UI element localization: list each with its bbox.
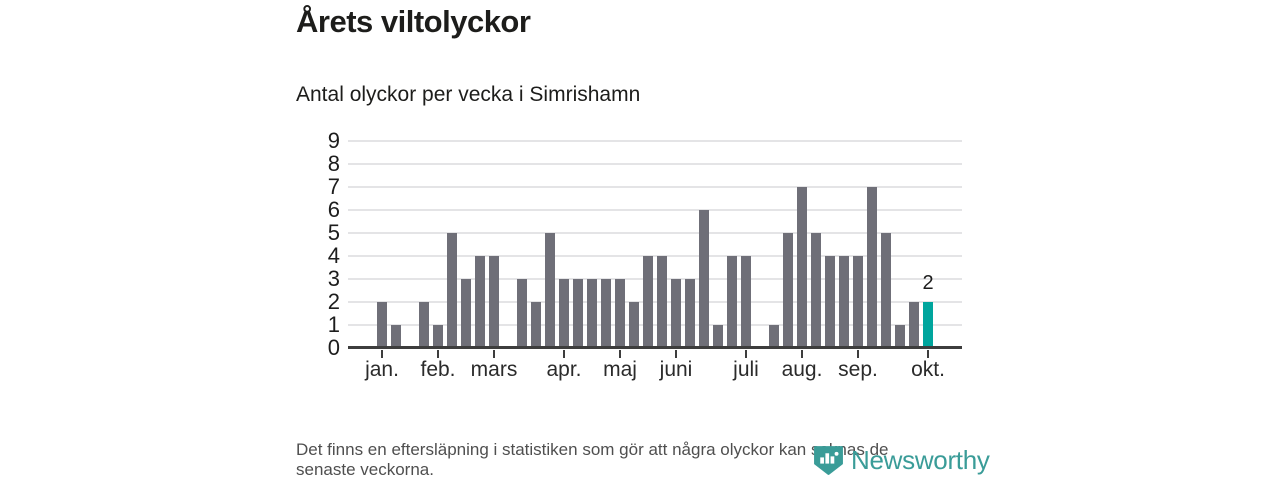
bar-week-4 [419,302,429,348]
gridline [348,209,962,211]
gridline [348,186,962,188]
bar-week-13 [545,233,555,348]
newsworthy-logo: Newsworthy [812,444,990,477]
chart-title: Årets viltolyckor [296,4,531,39]
bar-week-12 [531,302,541,348]
x-axis-label: mars [470,358,518,381]
y-axis-label: 7 [327,174,340,199]
x-axis-tick [563,350,565,358]
y-axis-label: 0 [327,335,340,360]
footnote-line: Det finns en eftersläpning i statistiken… [296,440,889,459]
bar-week-31 [797,187,807,348]
bar-week-33 [825,256,835,348]
bar-week-6 [447,233,457,348]
x-axis-label: jan. [365,358,399,381]
bar-week-23 [685,279,695,348]
x-axis-tick [927,350,929,358]
chart-subtitle: Antal olyckor per vecka i Simrishamn [296,83,641,106]
bar-week-30 [783,233,793,348]
bar-week-14 [559,279,569,348]
gridline [348,301,962,303]
x-axis-label: feb. [420,358,456,381]
bar-week-29 [769,325,779,348]
bar-week-1 [377,302,387,348]
footnote: Det finns en eftersläpning i statistiken… [296,440,996,479]
bar-week-8 [475,256,485,348]
x-axis-tick [493,350,495,358]
x-axis-label: sep. [838,358,878,381]
bar-current-week [923,302,933,348]
y-axis-label: 1 [327,312,340,337]
bar-week-34 [839,256,849,348]
x-axis-label: maj [603,358,637,381]
gridline [348,278,962,280]
bar-week-38 [895,325,905,348]
x-axis-tick [619,350,621,358]
bar-week-39 [909,302,919,348]
bar-week-2 [391,325,401,348]
bar-week-11 [517,279,527,348]
gridline [348,140,962,142]
bar-week-25 [713,325,723,348]
x-axis-tick [857,350,859,358]
bar-week-27 [741,256,751,348]
bar-week-20 [643,256,653,348]
y-axis-label: 3 [327,266,340,291]
bar-week-21 [657,256,667,348]
bar-week-36 [867,187,877,348]
bar-week-7 [461,279,471,348]
bar-week-17 [601,279,611,348]
newsworthy-wordmark: Newsworthy [851,445,990,475]
plot-area: 2 jan. feb. mars apr. maj juni juli aug. sep. okt. [348,140,962,381]
x-axis-label: okt. [911,358,945,381]
bar-week-37 [881,233,891,348]
gridline [348,163,962,165]
bar-week-32 [811,233,821,348]
bar-week-22 [671,279,681,348]
bar-week-16 [587,279,597,348]
bar-week-19 [629,302,639,348]
newsworthy-pin-barchart-icon [812,444,845,477]
x-axis-tick [675,350,677,358]
x-axis-label: juni [659,358,693,381]
x-axis-label: apr. [546,358,582,381]
gridline [348,324,962,326]
y-axis-label: 2 [327,289,340,314]
bar-week-15 [573,279,583,348]
y-axis-label: 8 [327,151,340,176]
x-axis-tick [745,350,747,358]
bar-week-18 [615,279,625,348]
bar-week-9 [489,256,499,348]
y-axis-label: 6 [327,197,340,222]
bar-week-5 [433,325,443,348]
y-axis-label: 4 [327,243,340,268]
bar-week-26 [727,256,737,348]
bar-value-label: 2 [922,272,934,294]
y-axis-label: 5 [327,220,340,245]
gridline [348,232,962,234]
x-axis-label: aug. [781,358,823,381]
x-axis-line [348,346,962,349]
footnote-line: senaste veckorna. [296,459,434,479]
x-axis-tick [437,350,439,358]
bar-week-24 [699,210,709,348]
gridline [348,255,962,257]
x-axis-tick [381,350,383,358]
bar-week-35 [853,256,863,348]
x-axis-tick [801,350,803,358]
y-axis-label: 9 [327,128,340,153]
x-axis-label: juli [733,358,759,381]
